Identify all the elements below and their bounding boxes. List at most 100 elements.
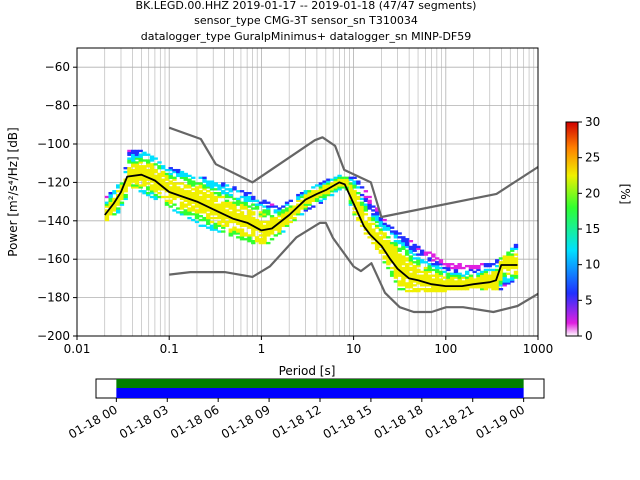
density-cell	[468, 268, 474, 272]
density-cell	[183, 213, 188, 216]
density-cell	[187, 199, 192, 202]
density-cell	[236, 230, 241, 233]
density-cell	[119, 201, 125, 204]
density-cell	[281, 215, 286, 218]
density-cell	[393, 245, 399, 249]
density-cell	[168, 174, 173, 178]
density-cell	[108, 199, 113, 202]
density-cell	[393, 261, 399, 264]
density-cell	[367, 201, 372, 204]
density-cell	[213, 182, 218, 185]
density-cell	[393, 257, 399, 260]
density-cell	[127, 170, 132, 174]
density-cell	[258, 215, 263, 218]
density-cell	[408, 282, 414, 285]
density-cell	[146, 170, 151, 174]
density-cell	[404, 282, 410, 285]
density-cell	[322, 186, 327, 189]
density-cell	[119, 195, 125, 199]
density-cell	[483, 288, 489, 291]
density-cell	[153, 174, 158, 178]
density-cell	[153, 163, 158, 166]
density-cell	[404, 241, 410, 245]
density-cell	[367, 207, 372, 210]
density-cell	[134, 155, 140, 158]
density-cell	[468, 286, 474, 289]
density-cell	[393, 266, 399, 270]
density-cell	[183, 193, 188, 197]
density-cell	[438, 270, 444, 274]
density-cell	[348, 193, 354, 197]
density-cell	[228, 193, 233, 197]
density-cell	[404, 243, 410, 247]
density-cell	[510, 266, 515, 270]
density-cell	[510, 255, 515, 258]
density-cell	[224, 209, 230, 212]
density-cell	[423, 270, 429, 274]
density-cell	[374, 211, 380, 214]
density-cell	[397, 264, 402, 268]
density-cell	[382, 234, 387, 237]
density-cell	[453, 282, 459, 285]
density-cell	[307, 197, 312, 201]
density-cell	[401, 245, 406, 249]
density-cell	[498, 282, 504, 285]
density-cell	[198, 192, 203, 195]
density-cell	[202, 188, 207, 191]
density-cell	[292, 205, 297, 208]
density-cell	[416, 274, 421, 277]
density-cell	[311, 195, 316, 199]
density-cell	[262, 199, 267, 202]
density-cell	[408, 245, 414, 249]
density-cell	[457, 276, 462, 279]
density-cell	[434, 263, 440, 266]
density-cell	[209, 205, 215, 208]
density-cell	[168, 186, 173, 189]
density-cell	[277, 209, 282, 212]
density-cell	[480, 280, 485, 283]
density-cell	[374, 234, 380, 237]
density-cell	[442, 286, 447, 289]
density-cell	[427, 284, 432, 287]
density-cell	[187, 195, 192, 199]
density-cell	[262, 241, 267, 245]
density-cell	[157, 178, 162, 181]
colorbar-tick-label: 0	[585, 329, 593, 343]
density-cell	[247, 205, 252, 208]
density-cell	[239, 234, 245, 237]
density-cell	[386, 228, 391, 231]
density-cell	[149, 167, 155, 170]
density-cell	[202, 186, 207, 189]
density-cell	[138, 159, 143, 162]
density-cell	[446, 272, 451, 275]
density-cell	[480, 276, 485, 279]
density-cell	[502, 278, 507, 281]
density-cell	[232, 228, 237, 231]
density-cell	[374, 216, 380, 220]
density-cell	[453, 264, 459, 268]
density-cell	[183, 174, 188, 178]
density-cell	[431, 286, 436, 289]
density-cell	[138, 167, 143, 170]
density-cell	[176, 172, 181, 176]
density-cell	[401, 259, 406, 262]
density-cell	[446, 274, 451, 277]
x-axis-label: Period [s]	[279, 364, 336, 378]
density-cell	[243, 232, 248, 235]
density-cell	[269, 228, 275, 231]
density-cell	[412, 280, 417, 283]
density-cell	[258, 222, 263, 226]
density-cell	[408, 268, 414, 272]
density-cell	[146, 193, 151, 197]
density-cell	[206, 195, 211, 199]
density-cell	[217, 193, 222, 197]
density-cell	[374, 245, 380, 249]
density-cell	[453, 272, 459, 275]
density-cell	[191, 205, 196, 208]
density-cell	[386, 240, 391, 243]
density-cell	[465, 282, 470, 285]
density-cell	[408, 257, 414, 260]
density-cell	[416, 264, 421, 268]
density-cell	[378, 238, 384, 241]
